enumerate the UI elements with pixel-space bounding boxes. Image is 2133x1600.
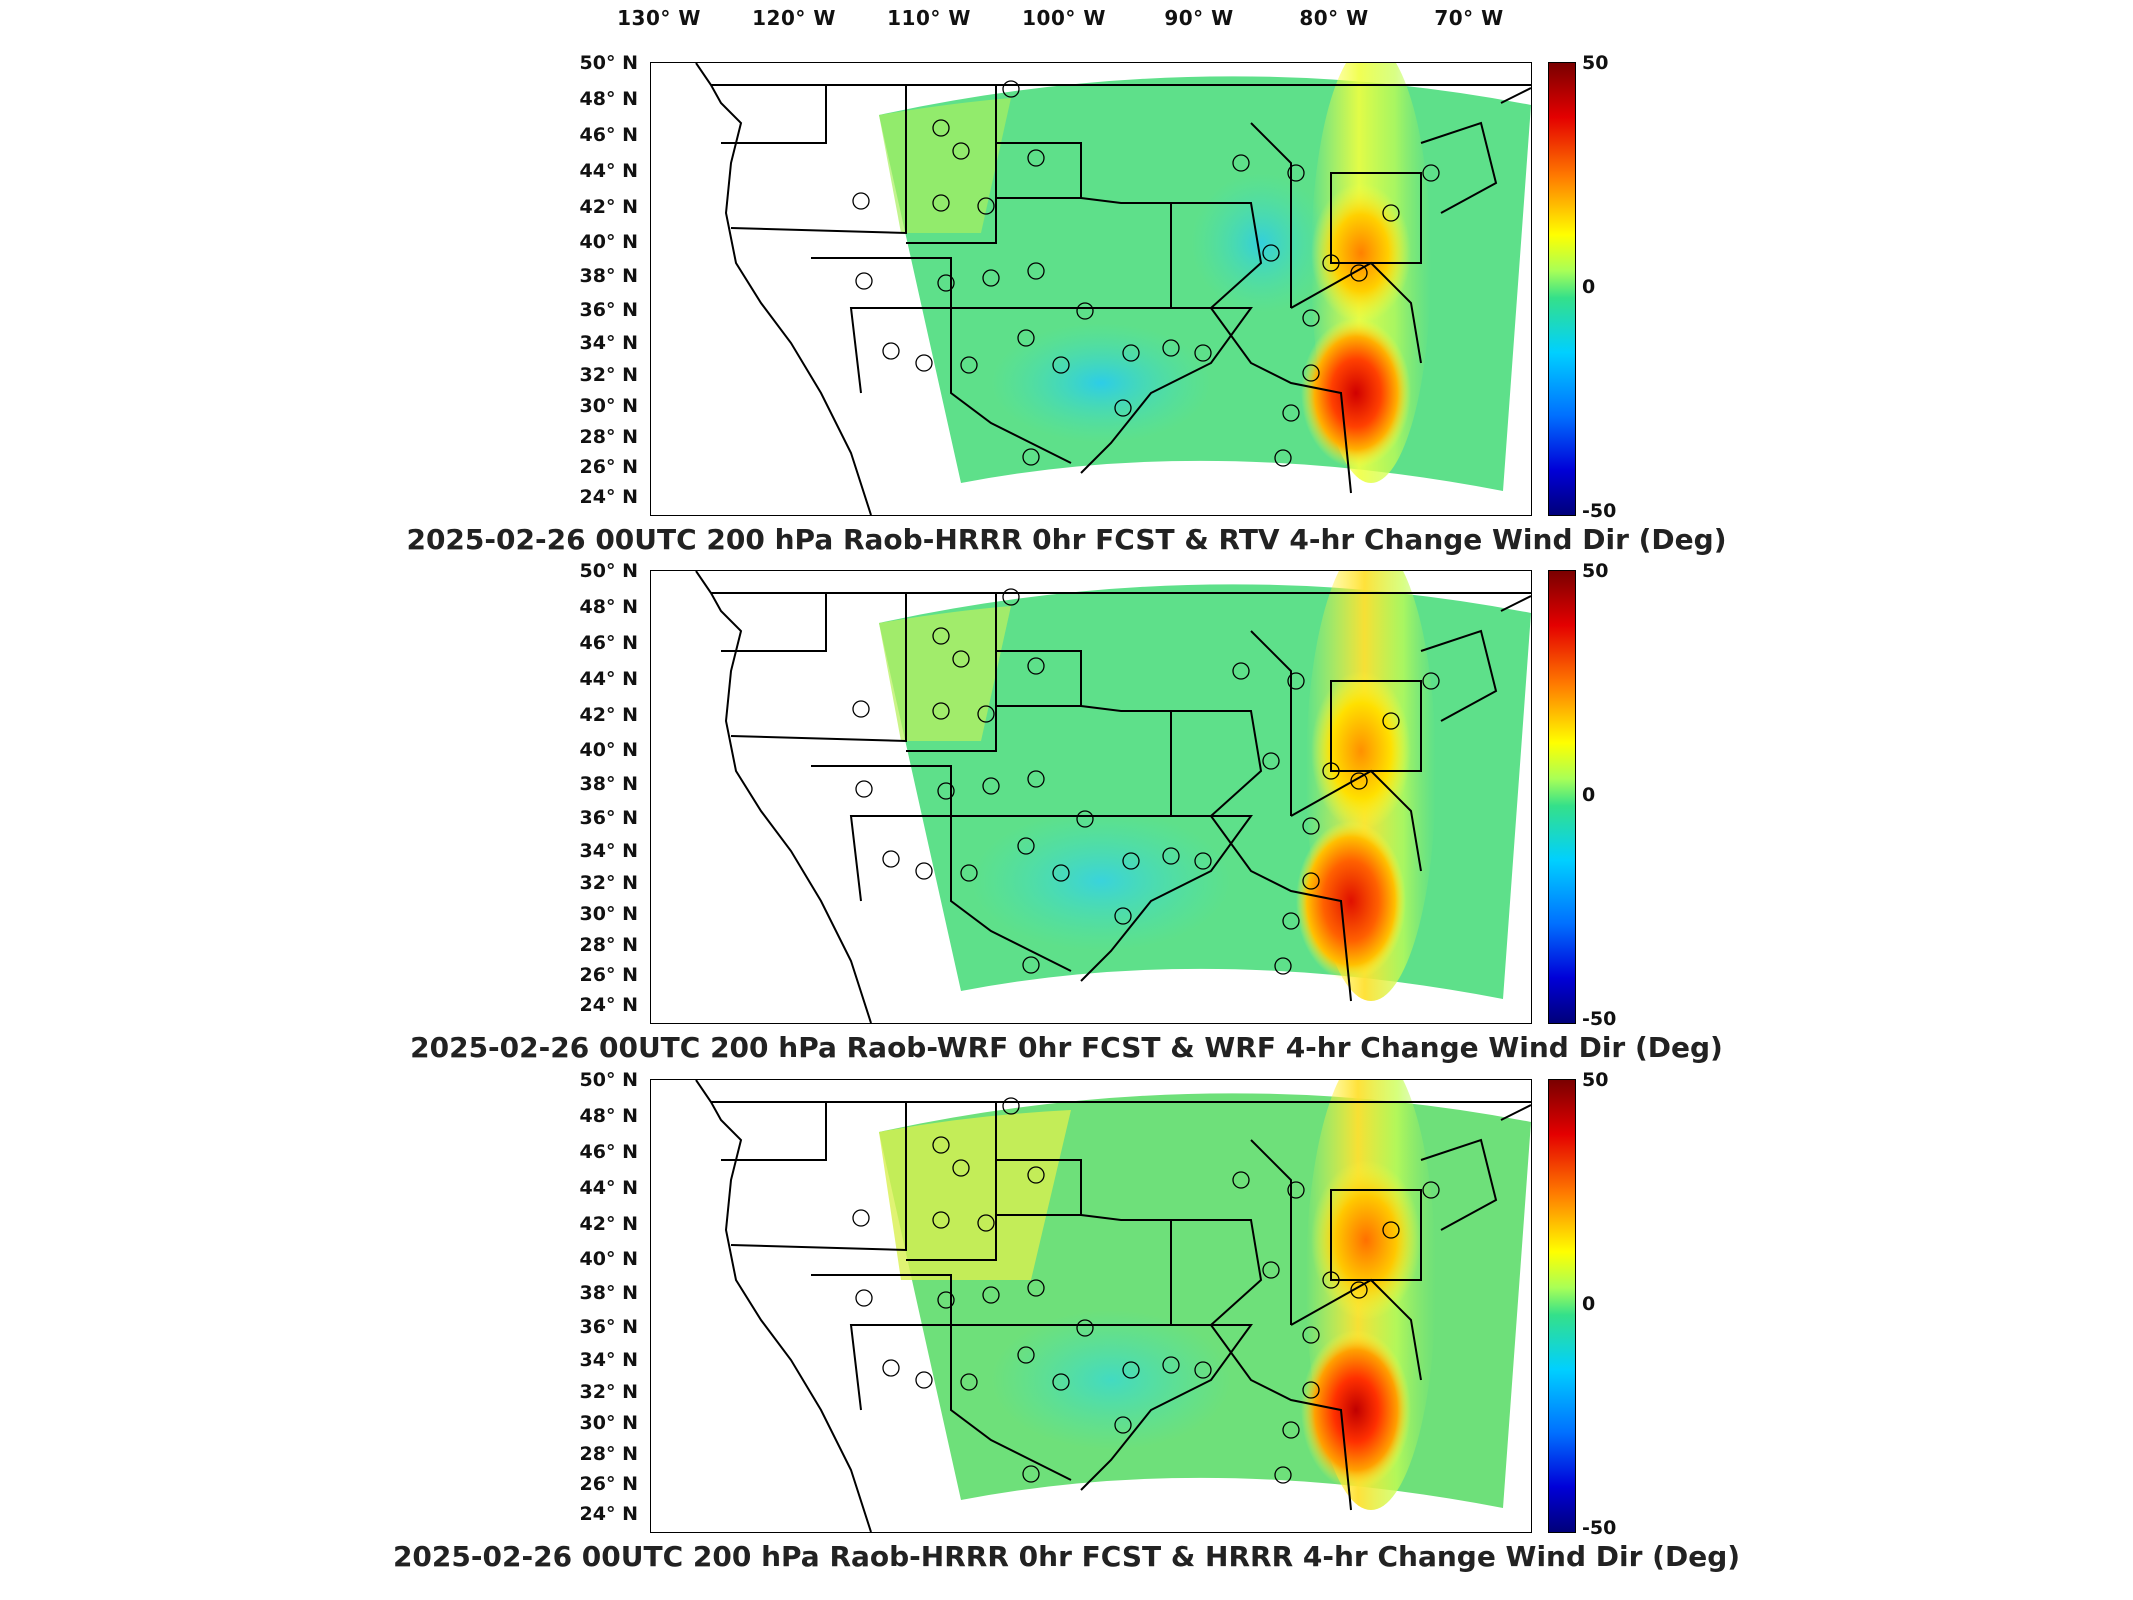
lat-tick: 38° N [579, 1282, 638, 1304]
lon-tick: 70° W [1434, 6, 1504, 30]
lat-tick: 40° N [579, 1248, 638, 1270]
colorbar-zero-label: 0 [1582, 784, 1596, 806]
lat-tick: 28° N [579, 934, 638, 956]
panel-title: 2025-02-26 00UTC 200 hPa Raob-HRRR 0hr F… [392, 1540, 1741, 1573]
lat-tick: 24° N [579, 486, 638, 508]
colorbar-max-label: 50 [1582, 1069, 1609, 1091]
lat-tick: 50° N [579, 52, 638, 74]
lat-tick: 42° N [579, 704, 638, 726]
lat-tick: 28° N [579, 426, 638, 448]
lat-tick: 42° N [579, 196, 638, 218]
colorbar-min-label: -50 [1582, 1008, 1617, 1030]
lat-tick: 36° N [579, 299, 638, 321]
map-frame [650, 1079, 1532, 1533]
colorbar-zero-label: 0 [1582, 1293, 1596, 1315]
colorbar-zero-label: 0 [1582, 276, 1596, 298]
lat-tick: 28° N [579, 1443, 638, 1465]
lat-tick: 48° N [579, 596, 638, 618]
lat-tick: 46° N [579, 632, 638, 654]
lat-tick: 30° N [579, 1412, 638, 1434]
lat-tick: 34° N [579, 1349, 638, 1371]
lat-tick: 48° N [579, 1105, 638, 1127]
lon-tick: 100° W [1022, 6, 1106, 30]
longitude-axis: 130° W 120° W 110° W 100° W 90° W 80° W … [0, 0, 2133, 40]
lon-tick: 110° W [887, 6, 971, 30]
map-svg [695, 571, 1531, 1023]
panel-title: 2025-02-26 00UTC 200 hPa Raob-HRRR 0hr F… [406, 523, 1727, 556]
colorbar-min-label: -50 [1582, 1517, 1617, 1539]
map-panel-3: 50° N 48° N 46° N 44° N 42° N 40° N 38° … [0, 1063, 2133, 1573]
colorbar [1548, 1079, 1576, 1533]
lat-tick: 44° N [579, 160, 638, 182]
lat-tick: 32° N [579, 364, 638, 386]
map-svg [695, 1080, 1531, 1532]
lat-tick: 46° N [579, 1141, 638, 1163]
lat-tick: 36° N [579, 807, 638, 829]
map-frame [650, 62, 1532, 516]
lat-tick: 40° N [579, 231, 638, 253]
map-panel-1: 50° N 48° N 46° N 44° N 42° N 40° N 38° … [0, 46, 2133, 556]
lat-tick: 30° N [579, 903, 638, 925]
lat-tick: 24° N [579, 994, 638, 1016]
lon-tick: 120° W [752, 6, 836, 30]
lat-tick: 26° N [579, 456, 638, 478]
map-panel-2: 50° N 48° N 46° N 44° N 42° N 40° N 38° … [0, 554, 2133, 1064]
lon-tick: 80° W [1299, 6, 1369, 30]
map-frame [650, 570, 1532, 1024]
lat-tick: 32° N [579, 1381, 638, 1403]
lat-tick: 26° N [579, 964, 638, 986]
colorbar-max-label: 50 [1582, 560, 1609, 582]
lat-tick: 32° N [579, 872, 638, 894]
lat-tick: 50° N [579, 560, 638, 582]
lat-tick: 34° N [579, 332, 638, 354]
colorbar [1548, 570, 1576, 1024]
lat-tick: 40° N [579, 739, 638, 761]
lat-tick: 34° N [579, 840, 638, 862]
lat-tick: 36° N [579, 1316, 638, 1338]
lat-tick: 44° N [579, 668, 638, 690]
panel-title: 2025-02-26 00UTC 200 hPa Raob-WRF 0hr FC… [410, 1031, 1723, 1064]
lat-tick: 30° N [579, 395, 638, 417]
colorbar [1548, 62, 1576, 516]
colorbar-max-label: 50 [1582, 52, 1609, 74]
lat-tick: 24° N [579, 1503, 638, 1525]
lat-tick: 38° N [579, 773, 638, 795]
colorbar-min-label: -50 [1582, 500, 1617, 522]
lon-tick: 90° W [1164, 6, 1234, 30]
lat-tick: 50° N [579, 1069, 638, 1091]
lon-tick: 130° W [617, 6, 701, 30]
lat-tick: 48° N [579, 88, 638, 110]
lat-tick: 42° N [579, 1213, 638, 1235]
lat-tick: 46° N [579, 124, 638, 146]
lat-tick: 38° N [579, 265, 638, 287]
lat-tick: 26° N [579, 1473, 638, 1495]
map-svg [695, 63, 1531, 515]
lat-tick: 44° N [579, 1177, 638, 1199]
